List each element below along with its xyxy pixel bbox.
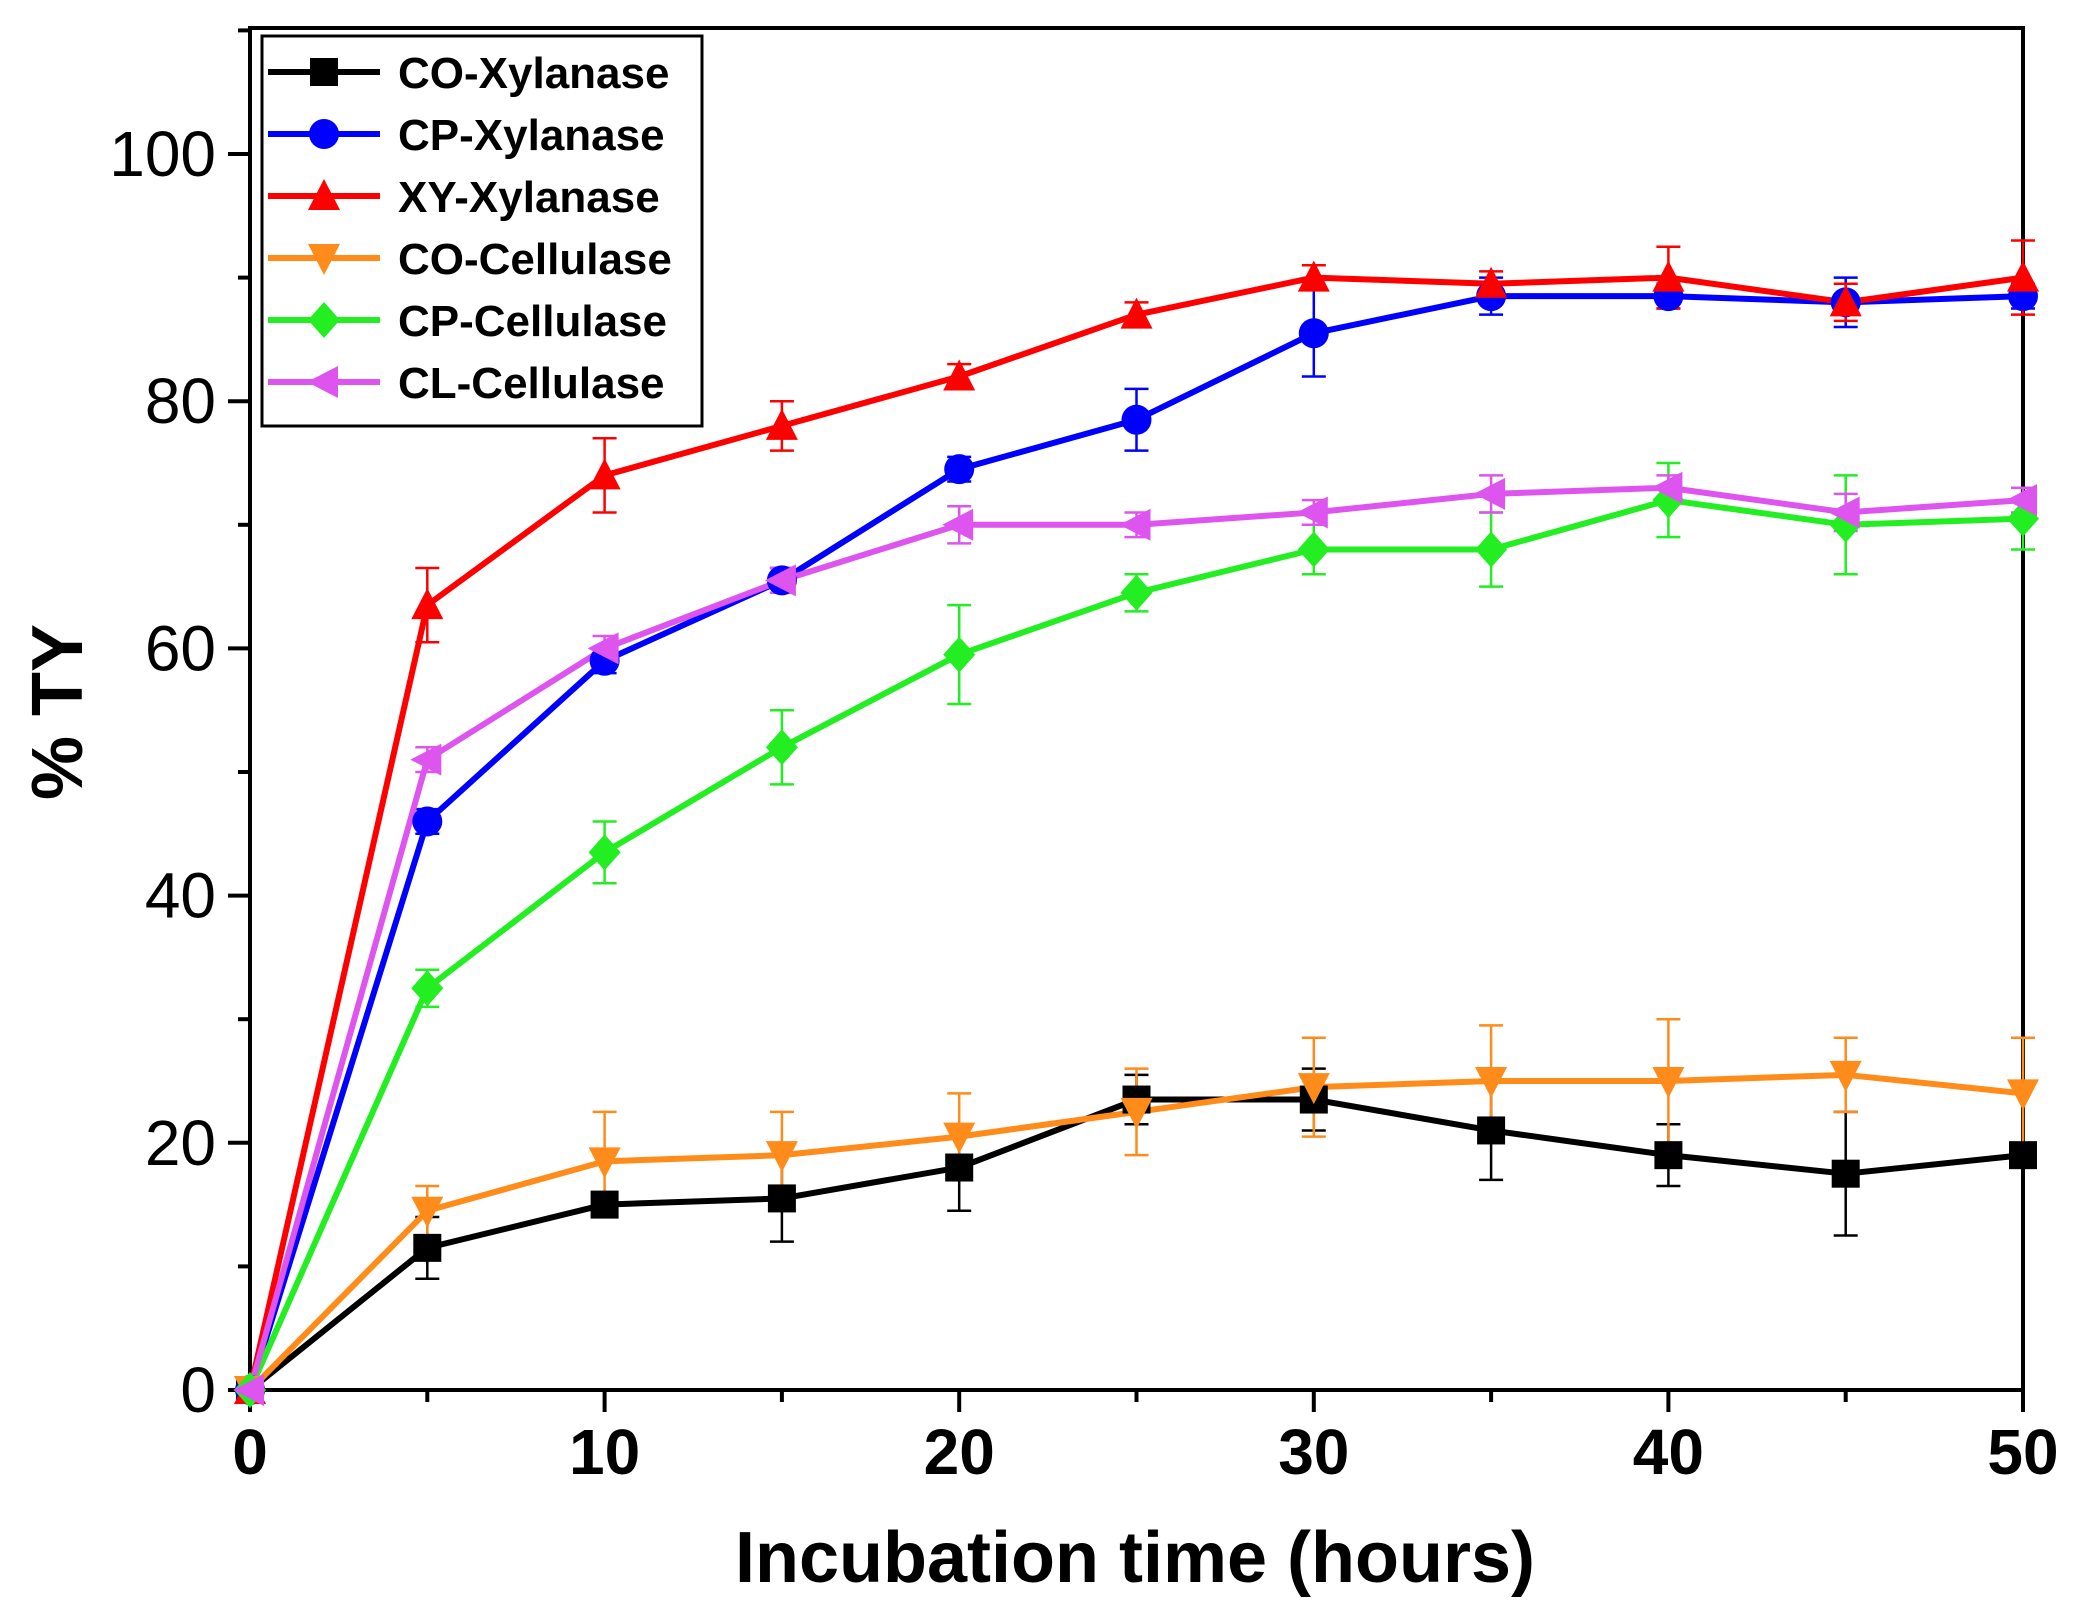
cl-cellulase-point — [1828, 496, 1860, 529]
y-tick-label: 80 — [145, 365, 216, 437]
cl-cellulase-point — [410, 743, 442, 776]
legend-label-cp-xylanase: CP-Xylanase — [398, 111, 665, 160]
co-cellulase-point — [765, 1141, 798, 1173]
legend-marker-co-cellulase — [308, 244, 340, 275]
co-xylanase-point — [590, 1190, 619, 1219]
y-tick-label: 20 — [145, 1107, 216, 1179]
legend-marker-cl-cellulase — [307, 366, 338, 398]
xy-xylanase-point — [1652, 260, 1685, 292]
xy-xylanase-point — [2007, 260, 2039, 292]
series-markers — [233, 260, 2039, 1408]
cp-xylanase-point — [412, 806, 443, 837]
x-tick-label: 50 — [1987, 1416, 2058, 1488]
cl-cellulase-point — [1474, 477, 1506, 510]
legend-marker-co-xylanase — [310, 58, 338, 86]
co-cellulase-point — [1297, 1073, 1330, 1105]
x-tick-label: 40 — [1633, 1416, 1704, 1488]
co-xylanase-point — [1831, 1159, 1860, 1188]
cl-cellulase-point — [942, 508, 974, 541]
x-tick-label: 0 — [232, 1416, 268, 1488]
legend-label-cp-cellulase: CP-Cellulase — [398, 297, 667, 346]
cp-cellulase-point — [1120, 574, 1153, 611]
co-xylanase-point — [1477, 1116, 1506, 1145]
xy-xylanase-point — [943, 359, 976, 391]
co-cellulase-point — [2007, 1079, 2039, 1111]
cl-cellulase-point — [1296, 496, 1328, 529]
xy-xylanase-point — [1475, 266, 1508, 298]
co-xylanase-point — [945, 1153, 974, 1182]
legend-label-co-cellulase: CO-Cellulase — [398, 235, 672, 284]
legend: CO-Xylanase CP-Xylanase XY-Xylanase CO-Cell… — [260, 34, 704, 428]
legend-box — [260, 34, 704, 428]
cl-cellulase-point — [2006, 484, 2037, 517]
cp-xylanase-point — [1121, 404, 1152, 435]
legend-marker-xy-xylanase — [308, 179, 340, 210]
cl-cellulase-point — [587, 632, 619, 665]
cl-cellulase-point — [1119, 508, 1151, 541]
cl-cellulase-line — [247, 484, 2024, 1391]
x-tick-label: 30 — [1278, 1416, 1349, 1488]
co-cellulase-point — [1829, 1060, 1862, 1092]
cp-cellulase-point — [588, 834, 621, 871]
legend-label-xy-xylanase: XY-Xylanase — [398, 173, 660, 222]
xy-xylanase-point — [1120, 297, 1153, 329]
x-tick-label: 10 — [569, 1416, 640, 1488]
cp-cellulase-point — [1297, 531, 1330, 568]
axis-tick-labels: 0 20 40 60 80 100 0 10 20 30 40 50 — [109, 118, 2058, 1488]
co-xylanase-point — [413, 1233, 442, 1262]
y-tick-label: 0 — [180, 1354, 216, 1426]
cp-xylanase-point — [1298, 318, 1329, 349]
legend-marker-cp-cellulase — [308, 302, 340, 338]
co-cellulase-point — [943, 1122, 976, 1154]
cp-cellulase-line — [247, 497, 2024, 1392]
cp-cellulase-point — [765, 729, 798, 766]
legend-label-co-xylanase: CO-Xylanase — [398, 49, 669, 98]
co-xylanase-point — [2009, 1141, 2037, 1170]
co-xylanase-point — [767, 1184, 796, 1213]
xy-xylanase-point — [1829, 285, 1862, 317]
cp-xylanase-point — [944, 454, 975, 485]
co-cellulase-point — [411, 1196, 444, 1228]
y-tick-label: 40 — [145, 860, 216, 932]
co-cellulase-point — [1652, 1067, 1685, 1098]
y-tick-label: 60 — [145, 612, 216, 684]
legend-label-cl-cellulase: CL-Cellulase — [398, 359, 665, 408]
cl-cellulase-point — [233, 1374, 264, 1406]
cp-cellulase-point — [943, 636, 976, 673]
cl-cellulase-point — [1651, 471, 1683, 504]
xy-xylanase-point — [765, 408, 798, 440]
co-cellulase-point — [1475, 1067, 1508, 1098]
co-xylanase-point — [1654, 1141, 1683, 1170]
xy-xylanase-point — [411, 588, 444, 620]
cp-cellulase-point — [411, 970, 444, 1007]
y-tick-label: 100 — [109, 118, 216, 190]
co-cellulase-point — [588, 1147, 621, 1179]
co-cellulase-point — [1120, 1097, 1153, 1129]
x-tick-label: 20 — [924, 1416, 995, 1488]
legend-marker-cp-xylanase — [309, 119, 339, 149]
y-axis-title: % TY — [18, 624, 98, 800]
xy-xylanase-point — [588, 458, 621, 490]
cl-cellulase-point — [764, 564, 796, 597]
cp-cellulase-point — [1475, 531, 1508, 568]
x-axis-title: Incubation time (hours) — [735, 1518, 1535, 1598]
xy-xylanase-point — [1297, 260, 1330, 292]
